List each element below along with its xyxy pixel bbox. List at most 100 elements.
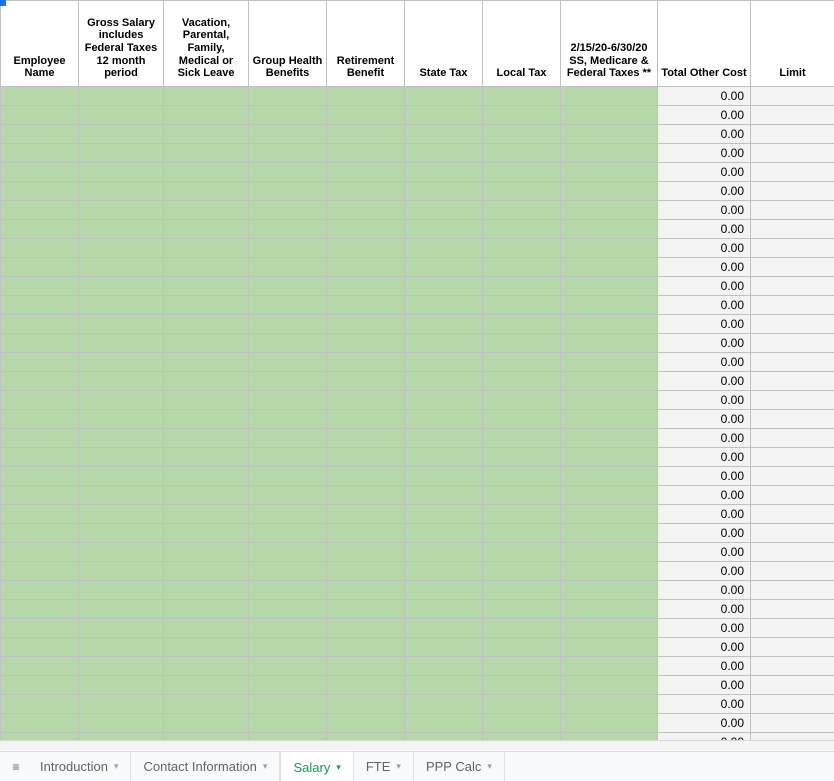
cell-gross_salary[interactable] — [79, 467, 164, 486]
cell-ss_medicare[interactable] — [561, 106, 658, 125]
cell-state_tax[interactable] — [405, 372, 483, 391]
cell-group_health[interactable] — [249, 695, 327, 714]
cell-group_health[interactable] — [249, 429, 327, 448]
cell-local_tax[interactable] — [483, 201, 561, 220]
cell-leave[interactable] — [164, 657, 249, 676]
cell-ss_medicare[interactable] — [561, 657, 658, 676]
cell-employee_name[interactable] — [1, 657, 79, 676]
cell-gross_salary[interactable] — [79, 543, 164, 562]
cell-retirement[interactable] — [327, 315, 405, 334]
cell-employee_name[interactable] — [1, 638, 79, 657]
cell-ss_medicare[interactable] — [561, 353, 658, 372]
chevron-down-icon[interactable]: ▾ — [114, 761, 119, 772]
cell-group_health[interactable] — [249, 524, 327, 543]
cell-limit[interactable] — [751, 543, 834, 562]
cell-local_tax[interactable] — [483, 315, 561, 334]
cell-limit[interactable] — [751, 657, 834, 676]
cell-ss_medicare[interactable] — [561, 714, 658, 733]
cell-ss_medicare[interactable] — [561, 315, 658, 334]
cell-state_tax[interactable] — [405, 106, 483, 125]
cell-limit[interactable] — [751, 638, 834, 657]
cell-ss_medicare[interactable] — [561, 524, 658, 543]
cell-gross_salary[interactable] — [79, 391, 164, 410]
cell-employee_name[interactable] — [1, 315, 79, 334]
cell-employee_name[interactable] — [1, 372, 79, 391]
cell-state_tax[interactable] — [405, 334, 483, 353]
cell-retirement[interactable] — [327, 296, 405, 315]
cell-limit[interactable] — [751, 714, 834, 733]
cell-employee_name[interactable] — [1, 106, 79, 125]
cell-limit[interactable] — [751, 125, 834, 144]
column-header-local_tax[interactable]: Local Tax — [483, 1, 561, 87]
cell-employee_name[interactable] — [1, 220, 79, 239]
cell-limit[interactable] — [751, 733, 834, 741]
cell-leave[interactable] — [164, 714, 249, 733]
cell-group_health[interactable] — [249, 106, 327, 125]
cell-local_tax[interactable] — [483, 600, 561, 619]
cell-local_tax[interactable] — [483, 543, 561, 562]
cell-retirement[interactable] — [327, 87, 405, 106]
cell-local_tax[interactable] — [483, 258, 561, 277]
cell-leave[interactable] — [164, 258, 249, 277]
cell-local_tax[interactable] — [483, 372, 561, 391]
cell-gross_salary[interactable] — [79, 258, 164, 277]
cell-state_tax[interactable] — [405, 239, 483, 258]
cell-state_tax[interactable] — [405, 391, 483, 410]
cell-retirement[interactable] — [327, 182, 405, 201]
cell-leave[interactable] — [164, 334, 249, 353]
cell-employee_name[interactable] — [1, 87, 79, 106]
cell-ss_medicare[interactable] — [561, 372, 658, 391]
cell-group_health[interactable] — [249, 562, 327, 581]
cell-employee_name[interactable] — [1, 505, 79, 524]
cell-state_tax[interactable] — [405, 524, 483, 543]
cell-local_tax[interactable] — [483, 581, 561, 600]
cell-gross_salary[interactable] — [79, 676, 164, 695]
cell-retirement[interactable] — [327, 543, 405, 562]
column-header-leave[interactable]: Vacation, Parental, Family, Medical or S… — [164, 1, 249, 87]
cell-group_health[interactable] — [249, 581, 327, 600]
cell-limit[interactable] — [751, 201, 834, 220]
cell-gross_salary[interactable] — [79, 296, 164, 315]
cell-group_health[interactable] — [249, 239, 327, 258]
cell-state_tax[interactable] — [405, 87, 483, 106]
cell-group_health[interactable] — [249, 144, 327, 163]
cell-local_tax[interactable] — [483, 163, 561, 182]
cell-state_tax[interactable] — [405, 163, 483, 182]
cell-limit[interactable] — [751, 581, 834, 600]
cell-gross_salary[interactable] — [79, 315, 164, 334]
cell-group_health[interactable] — [249, 505, 327, 524]
cell-limit[interactable] — [751, 467, 834, 486]
cell-retirement[interactable] — [327, 391, 405, 410]
cell-limit[interactable] — [751, 562, 834, 581]
cell-leave[interactable] — [164, 638, 249, 657]
cell-employee_name[interactable] — [1, 163, 79, 182]
cell-ss_medicare[interactable] — [561, 391, 658, 410]
chevron-down-icon[interactable]: ▾ — [336, 762, 341, 773]
cell-limit[interactable] — [751, 391, 834, 410]
cell-ss_medicare[interactable] — [561, 619, 658, 638]
cell-local_tax[interactable] — [483, 714, 561, 733]
column-header-limit[interactable]: Limit — [751, 1, 834, 87]
cell-local_tax[interactable] — [483, 220, 561, 239]
column-header-total_other[interactable]: Total Other Cost — [658, 1, 751, 87]
cell-group_health[interactable] — [249, 676, 327, 695]
cell-retirement[interactable] — [327, 467, 405, 486]
cell-employee_name[interactable] — [1, 448, 79, 467]
cell-retirement[interactable] — [327, 372, 405, 391]
cell-local_tax[interactable] — [483, 695, 561, 714]
cell-local_tax[interactable] — [483, 391, 561, 410]
cell-gross_salary[interactable] — [79, 581, 164, 600]
cell-state_tax[interactable] — [405, 467, 483, 486]
column-header-state_tax[interactable]: State Tax — [405, 1, 483, 87]
cell-group_health[interactable] — [249, 182, 327, 201]
cell-gross_salary[interactable] — [79, 410, 164, 429]
cell-group_health[interactable] — [249, 258, 327, 277]
cell-group_health[interactable] — [249, 600, 327, 619]
chevron-down-icon[interactable]: ▾ — [263, 761, 268, 772]
cell-employee_name[interactable] — [1, 581, 79, 600]
cell-employee_name[interactable] — [1, 410, 79, 429]
cell-leave[interactable] — [164, 543, 249, 562]
cell-local_tax[interactable] — [483, 524, 561, 543]
cell-ss_medicare[interactable] — [561, 581, 658, 600]
cell-limit[interactable] — [751, 695, 834, 714]
